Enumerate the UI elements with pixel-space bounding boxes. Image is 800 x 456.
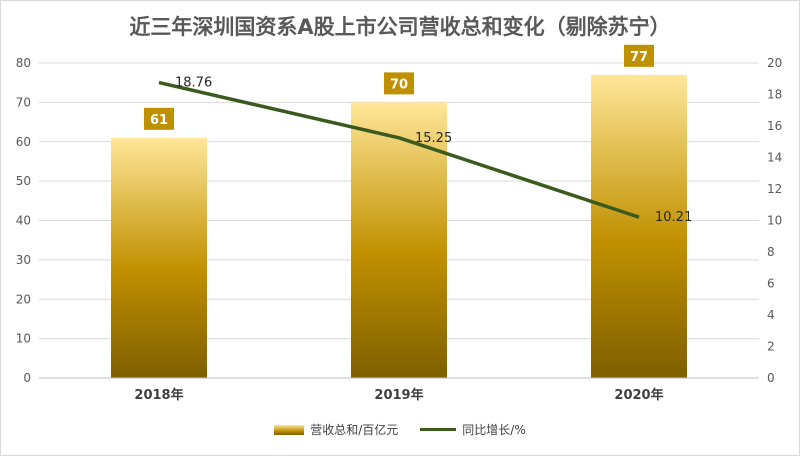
y-left-tick-label: 20	[16, 292, 31, 306]
y-right-tick-label: 2	[767, 340, 775, 354]
y-left-tick-label: 70	[16, 95, 31, 109]
y-left-tick-label: 80	[16, 56, 31, 70]
line-data-label: 10.21	[655, 210, 692, 225]
line-data-label: 18.76	[175, 76, 212, 91]
bar-data-label: 61	[150, 113, 168, 128]
legend-item-revenue: 营收总和/百亿元	[274, 421, 398, 438]
x-tick-label: 2019年	[374, 387, 423, 403]
bar	[111, 137, 207, 378]
legend-swatch-line	[420, 428, 457, 431]
y-left-tick-label: 30	[16, 253, 31, 267]
y-left-tick-label: 40	[16, 214, 31, 228]
y-right-tick-label: 20	[767, 56, 782, 70]
y-right-tick-label: 4	[767, 308, 775, 322]
chart-title: 近三年深圳国资系A股上市公司营收总和变化（剔除苏宁）	[129, 15, 671, 39]
legend-label-revenue: 营收总和/百亿元	[310, 423, 399, 437]
chart-legend: 营收总和/百亿元 同比增长/%	[1, 421, 799, 438]
x-tick-label: 2018年	[134, 387, 183, 403]
y-right-tick-label: 14	[767, 151, 782, 165]
y-left-tick-label: 0	[23, 371, 31, 385]
y-left-tick-label: 10	[16, 332, 31, 346]
bar-data-label-box	[624, 44, 654, 67]
bar	[591, 74, 687, 378]
bar-data-label-box	[144, 107, 174, 130]
legend-label-growth: 同比增长/%	[462, 423, 526, 437]
legend-swatch-bar	[274, 424, 305, 435]
y-right-tick-label: 6	[767, 277, 775, 291]
bar-data-label: 70	[390, 77, 408, 92]
line-data-label: 15.25	[415, 131, 452, 146]
y-right-tick-label: 18	[767, 88, 782, 102]
y-left-tick-label: 60	[16, 135, 31, 149]
x-tick-label: 2020年	[614, 387, 663, 403]
y-left-tick-label: 50	[16, 174, 31, 188]
bar-data-label-box	[384, 72, 414, 95]
bar-data-label: 77	[630, 50, 648, 65]
y-right-tick-label: 10	[767, 214, 782, 228]
y-right-tick-label: 12	[767, 182, 782, 196]
legend-item-growth: 同比增长/%	[420, 421, 526, 438]
y-right-tick-label: 0	[767, 371, 775, 385]
y-right-tick-label: 8	[767, 245, 775, 259]
growth-line	[158, 80, 640, 219]
y-right-tick-label: 16	[767, 119, 782, 133]
